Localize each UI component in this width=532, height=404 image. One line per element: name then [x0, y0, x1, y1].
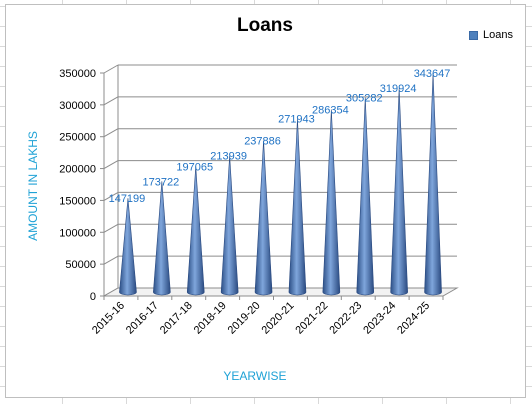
x-tick-label: 2019-20 — [226, 300, 263, 337]
cone-bar — [390, 88, 408, 296]
data-label: 286354 — [312, 105, 349, 117]
data-label: 237886 — [244, 135, 281, 147]
x-tick-label: 2023-24 — [361, 300, 398, 337]
data-label: 319924 — [380, 83, 417, 95]
gridline-depth — [103, 128, 119, 138]
x-axis-title: YEARWISE — [223, 369, 286, 383]
cone-bar — [153, 181, 171, 296]
data-label: 213939 — [210, 151, 247, 163]
x-tick-label: 2022-23 — [327, 300, 364, 337]
gridline-depth — [103, 160, 119, 170]
cone-bar — [322, 109, 341, 296]
y-tick-label: 250000 — [59, 132, 96, 144]
x-tick-label: 2018-19 — [192, 300, 229, 337]
x-tick-label: 2024-25 — [395, 300, 432, 337]
cone-bar — [119, 198, 137, 296]
gridline-depth — [103, 191, 119, 201]
cone-bar — [288, 118, 307, 296]
cone-bar — [254, 140, 273, 296]
data-label: 305282 — [346, 92, 383, 104]
data-label: 147199 — [109, 193, 146, 205]
legend: Loans — [469, 29, 513, 41]
y-tick-label: 300000 — [59, 100, 96, 112]
data-label: 343647 — [414, 68, 451, 80]
y-tick-label: 200000 — [59, 164, 96, 176]
x-tick-label: 2021-22 — [293, 300, 330, 337]
y-tick-label: 100000 — [59, 227, 96, 239]
data-label: 197065 — [176, 161, 213, 173]
cone-bar — [424, 73, 442, 296]
y-tick-label: 350000 — [59, 68, 96, 80]
gridline-depth — [103, 255, 119, 265]
y-axis-title: AMOUNT IN LAKHS — [26, 131, 40, 241]
gridline-depth — [103, 223, 119, 233]
y-tick-label: 0 — [90, 291, 96, 303]
cone-bar — [186, 166, 205, 296]
cone-bar — [356, 97, 375, 296]
data-label: 271943 — [278, 114, 315, 126]
cone-layer — [119, 73, 442, 296]
chart-title: Loans — [237, 15, 293, 36]
data-label: 173722 — [142, 176, 179, 188]
gridline-depth — [103, 64, 119, 74]
cone-bar — [220, 155, 239, 296]
gridline-depth — [103, 96, 119, 106]
y-tick-label: 150000 — [59, 195, 96, 207]
x-tick-label: 2020-21 — [260, 300, 297, 337]
y-tick-label: 50000 — [65, 259, 96, 271]
x-tick-label: 2015-16 — [90, 300, 127, 337]
legend-label: Loans — [483, 29, 513, 41]
x-tick-label: 2016-17 — [124, 300, 161, 337]
x-tick-label: 2017-18 — [158, 300, 195, 337]
legend-swatch — [469, 30, 478, 40]
